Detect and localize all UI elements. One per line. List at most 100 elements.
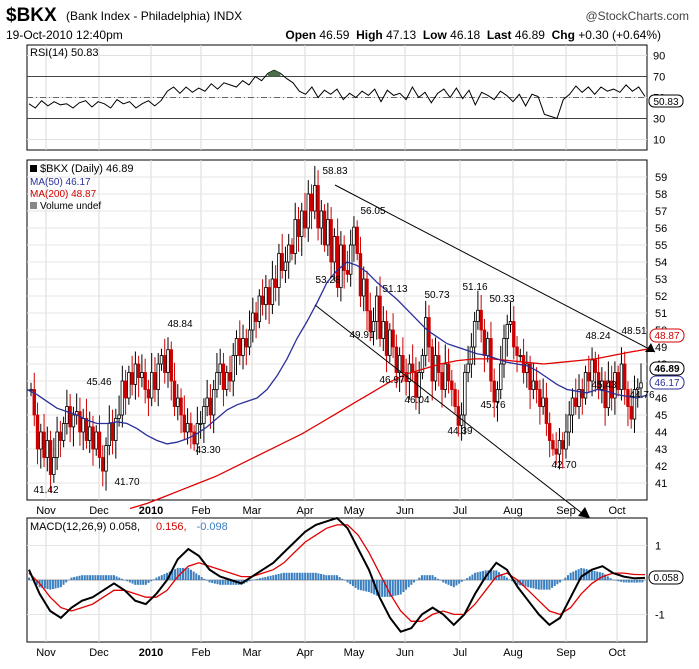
- macd-histogram-bar: [336, 575, 338, 580]
- rsi-tick-label: 90: [653, 51, 665, 63]
- macd-tick-label: 1: [655, 541, 661, 553]
- candle-body: [326, 219, 330, 246]
- macd-legend-part: 0.156,: [156, 521, 187, 533]
- price-annotation: 48.24: [585, 331, 610, 342]
- macd-histogram-bar: [357, 580, 360, 590]
- candle-body: [319, 210, 324, 229]
- low-label: Low: [422, 28, 447, 42]
- price-tick-label: 42: [655, 461, 667, 473]
- macd-histogram-bar: [189, 569, 192, 580]
- macd-histogram-bar: [86, 575, 89, 580]
- macd-histogram-bar: [229, 580, 232, 585]
- candle-body: [45, 440, 50, 458]
- price-annotation: 58.83: [322, 166, 347, 177]
- macd-histogram-bar: [43, 580, 46, 589]
- macd-histogram-bar: [524, 580, 527, 587]
- rsi-value-tag: [648, 94, 684, 108]
- macd-tick-label: -1: [655, 609, 665, 621]
- candle-body: [110, 423, 115, 441]
- macd-histogram-bar: [577, 569, 580, 580]
- macd-histogram-bar: [176, 567, 179, 580]
- macd-histogram-bar: [593, 570, 596, 580]
- rsi-legend: RSI(14) 50.83: [30, 47, 98, 59]
- candle-body: [277, 253, 281, 288]
- candle-body: [528, 363, 532, 390]
- candle-body: [557, 440, 562, 455]
- candle-body: [401, 355, 405, 373]
- candle-body: [244, 338, 248, 348]
- rsi-line: [28, 69, 646, 120]
- macd-histogram-bar: [463, 580, 466, 581]
- candle-body: [130, 372, 134, 385]
- macd-histogram-bar: [447, 580, 450, 585]
- macd-value-label: 0.058: [653, 573, 678, 584]
- macd-histogram-bar: [298, 572, 301, 580]
- candle-body: [267, 287, 271, 305]
- macd-x-label: Nov: [36, 647, 56, 659]
- macd-histogram-bar: [192, 571, 195, 580]
- macd-histogram-bar: [444, 580, 447, 584]
- price-tick-label: 57: [655, 206, 667, 218]
- macd-histogram-bar: [320, 573, 323, 580]
- price-annotation: 50.33: [489, 294, 514, 305]
- candle-body: [140, 372, 144, 378]
- candle-body: [94, 431, 98, 450]
- macd-histogram-bar: [110, 575, 113, 580]
- candle-body: [208, 397, 213, 416]
- macd-x-label: Jul: [453, 647, 467, 659]
- candle-body: [466, 363, 470, 373]
- candle-body: [296, 219, 301, 237]
- rsi-tick-label: 70: [653, 72, 665, 84]
- macd-histogram-bar: [505, 577, 508, 580]
- macd-histogram-bar: [466, 578, 469, 580]
- index-name: (Bank Index - Philadelphia) INDX: [66, 9, 242, 23]
- candle-body: [159, 355, 164, 365]
- ma50-legend: MA(50) 46.17: [30, 177, 91, 188]
- candle-body: [358, 253, 363, 297]
- candle-body: [218, 363, 222, 373]
- macd-histogram-bar: [227, 580, 230, 585]
- macd-histogram-bar: [495, 570, 498, 580]
- macd-histogram-bar: [49, 580, 52, 590]
- macd-histogram-bar: [171, 570, 174, 580]
- macd-histogram-bar: [128, 580, 131, 583]
- candle-body: [482, 329, 487, 356]
- macd-histogram-bar: [418, 577, 421, 580]
- price-annotation: 41.42: [33, 485, 58, 496]
- price-tick-label: 56: [655, 223, 667, 235]
- macd-histogram-bar: [205, 580, 208, 581]
- candle-body: [215, 372, 219, 390]
- candle-body: [257, 295, 262, 322]
- index-full-name: (Bank Index - Philadelphia): [66, 9, 211, 23]
- volume-legend-swatch: [30, 202, 37, 209]
- price-annotation: 41.70: [114, 477, 139, 488]
- candle-body: [564, 431, 568, 450]
- macd-histogram-bar: [468, 576, 471, 580]
- macd-histogram-bar: [211, 580, 214, 584]
- macd-histogram-bar: [588, 569, 591, 580]
- candle-body: [603, 380, 607, 409]
- price-tick-label: 41: [655, 478, 667, 490]
- price-annotation: 56.05: [360, 206, 385, 217]
- macd-histogram-bar: [139, 580, 142, 585]
- macd-x-label: Mar: [243, 647, 262, 659]
- macd-histogram-bar: [617, 580, 620, 582]
- candle-body: [264, 287, 268, 305]
- candle-body: [306, 193, 310, 229]
- candle-body: [238, 338, 242, 356]
- candle-body: [189, 423, 193, 433]
- price-annotation: 48.51: [621, 326, 646, 337]
- candle-body: [287, 244, 291, 263]
- macd-histogram-bar: [341, 578, 344, 580]
- ohlc-summary: Open 46.59 High 47.13 Low 46.18 Last 46.…: [285, 28, 661, 42]
- timestamp: 19-Oct-2010 12:40pm: [6, 28, 123, 42]
- macd-histogram-bar: [394, 580, 397, 596]
- macd-histogram-bar: [537, 580, 540, 590]
- candle-body: [397, 355, 402, 373]
- price-tick-label: 49: [655, 342, 667, 354]
- candle-body: [84, 417, 89, 441]
- brand[interactable]: @StockCharts.com: [585, 9, 689, 23]
- candle-body: [29, 389, 33, 391]
- candle-body: [518, 355, 523, 357]
